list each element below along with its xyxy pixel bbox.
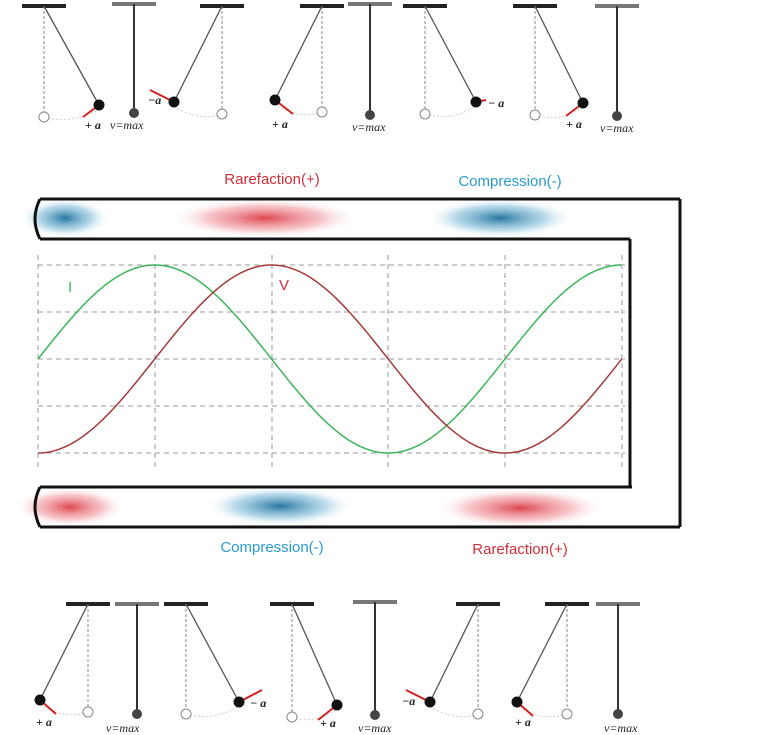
bob	[129, 108, 139, 118]
bob	[34, 694, 46, 706]
bob	[577, 97, 589, 109]
rest-bob	[472, 708, 484, 720]
string	[429, 603, 479, 703]
string	[424, 5, 477, 103]
bob	[269, 94, 281, 106]
string	[274, 5, 323, 101]
pendulum-label: + a	[320, 716, 336, 730]
rest-bob	[216, 108, 228, 120]
rest-bob	[419, 108, 431, 120]
bob	[132, 709, 142, 719]
pendulum: −a	[148, 4, 244, 120]
pendulum-label: + a	[85, 118, 101, 132]
pendulum: + a	[513, 4, 589, 131]
rest-bob	[561, 708, 573, 720]
tube-label: Rarefaction(+)	[224, 171, 319, 188]
string	[516, 603, 568, 703]
pendulum-label: v=max	[110, 118, 144, 132]
bob	[511, 696, 523, 708]
string	[43, 5, 100, 106]
rest-bob	[529, 109, 541, 121]
bob	[370, 710, 380, 720]
string	[534, 5, 584, 104]
pendulum: + a	[34, 602, 110, 729]
pendulum: − a	[403, 4, 504, 120]
pendulum-label: + a	[515, 715, 531, 729]
pendulum-label: + a	[272, 117, 288, 131]
bob	[613, 709, 623, 719]
bob	[331, 699, 343, 711]
pendulum-label: −a	[402, 694, 415, 708]
pendulum: v=max	[595, 4, 639, 135]
pendulum: −a	[402, 602, 500, 720]
pendulum: v=max	[353, 600, 397, 735]
pendulum-label: v=max	[604, 721, 638, 735]
current-curve	[37, 264, 622, 454]
rest-bob	[180, 708, 192, 720]
bob	[612, 111, 622, 121]
bob	[168, 96, 180, 108]
pendulums: + a v=max −a + a v=max − a + a v=max + a v=max − a…	[22, 2, 640, 735]
bottom-tube	[15, 485, 680, 529]
bob	[233, 696, 245, 708]
pendulum-label: v=max	[352, 120, 386, 134]
pendulum-label: −a	[148, 93, 161, 107]
connector	[628, 199, 682, 527]
rest-bob	[82, 706, 94, 718]
pendulum: + a	[270, 602, 343, 730]
pendulum: − a	[164, 602, 266, 720]
string	[185, 603, 240, 703]
string	[39, 603, 89, 701]
pendulum: v=max	[110, 2, 156, 132]
wave-grid	[37, 255, 625, 470]
pendulum-label: + a	[566, 117, 582, 131]
bob	[424, 696, 436, 708]
string	[173, 5, 223, 103]
pendulum-label: v=max	[106, 721, 140, 735]
curve-label: I	[68, 279, 72, 296]
tube-label: Compression(-)	[220, 539, 323, 556]
rest-bob	[316, 106, 328, 118]
rest-bob	[38, 111, 50, 123]
swing-arc	[424, 105, 477, 118]
swing-arc	[429, 705, 479, 718]
pendulum: + a	[511, 602, 589, 729]
pendulum: + a	[22, 4, 105, 132]
bob	[93, 99, 105, 111]
swing-arc	[185, 705, 240, 718]
voltage-curve	[38, 264, 623, 454]
top-tube	[20, 197, 680, 241]
pendulum: v=max	[596, 602, 640, 735]
bob	[470, 96, 482, 108]
pendulum-label: − a	[250, 696, 266, 710]
pendulum-label: − a	[488, 96, 504, 110]
curve-label: V	[279, 277, 289, 294]
string	[291, 603, 338, 706]
rest-bob	[286, 711, 298, 723]
pendulum: + a	[269, 4, 344, 131]
swing-arc	[173, 105, 223, 118]
tube-label: Compression(-)	[458, 173, 561, 190]
pendulum-label: + a	[36, 715, 52, 729]
pendulum: v=max	[106, 602, 159, 735]
pendulum: v=max	[348, 2, 392, 134]
pendulum-label: v=max	[600, 121, 634, 135]
tube-label: Rarefaction(+)	[472, 541, 567, 558]
pendulum-label: v=max	[358, 721, 392, 735]
bob	[365, 110, 375, 120]
